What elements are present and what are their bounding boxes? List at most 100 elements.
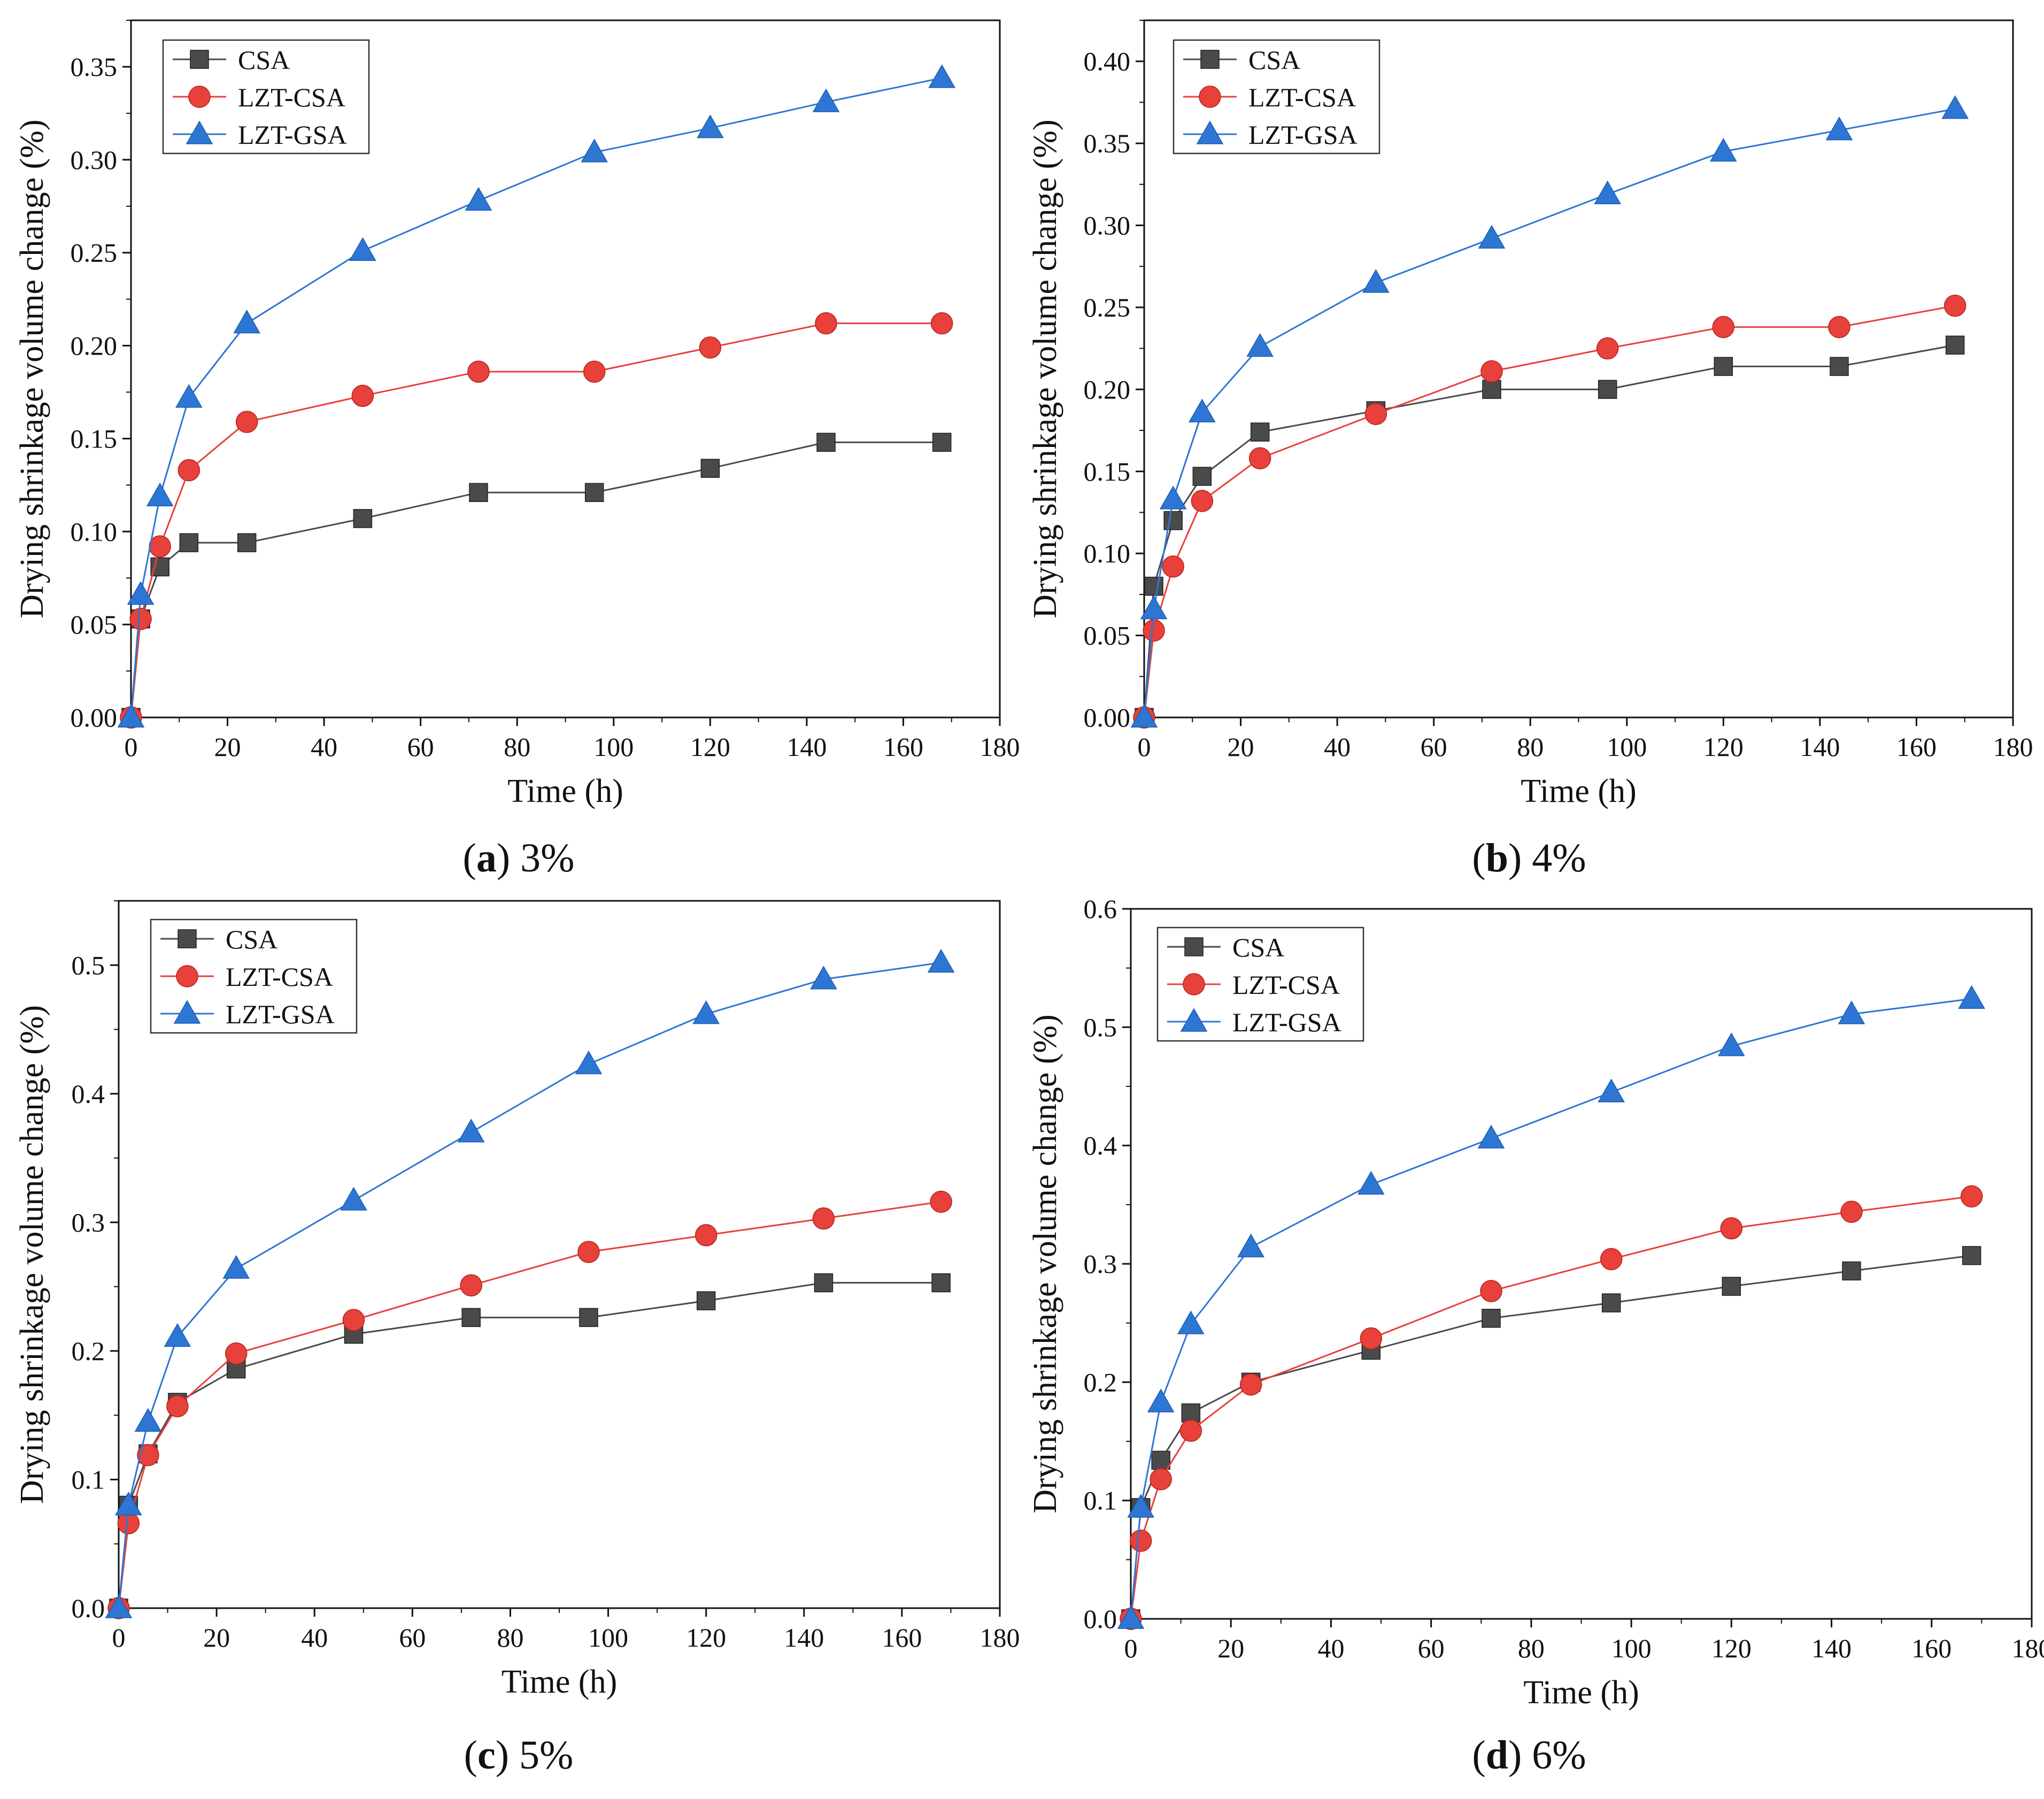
data-point-lzt-csa xyxy=(578,1241,599,1263)
x-tick-label: 80 xyxy=(497,1623,523,1653)
data-point-csa xyxy=(697,1292,715,1310)
data-point-lzt-gsa xyxy=(176,385,202,407)
y-tick-label: 0.2 xyxy=(72,1336,105,1366)
data-point-csa xyxy=(1483,380,1501,398)
legend-label: CSA xyxy=(226,924,277,954)
y-tick-label: 0.35 xyxy=(71,52,118,82)
data-point-lzt-csa xyxy=(1841,1201,1862,1223)
x-tick-label: 0 xyxy=(1124,1633,1138,1663)
series-line-csa xyxy=(131,442,942,717)
series-line-csa xyxy=(1144,345,1955,717)
data-point-lzt-csa xyxy=(1721,1218,1742,1239)
data-point-lzt-csa xyxy=(1150,1469,1171,1490)
y-tick-label: 0.3 xyxy=(72,1207,105,1237)
data-point-lzt-csa xyxy=(1191,490,1213,512)
data-point-csa xyxy=(1145,577,1163,596)
y-tick-label: 0.30 xyxy=(1084,211,1131,241)
data-point-lzt-csa xyxy=(696,1224,717,1246)
data-point-lzt-csa xyxy=(468,361,489,382)
data-point-lzt-gsa xyxy=(1599,1079,1624,1102)
data-point-csa xyxy=(814,1273,832,1292)
legend-marker xyxy=(176,966,198,987)
x-tick-label: 20 xyxy=(214,732,241,762)
x-tick-label: 40 xyxy=(311,732,337,762)
data-point-lzt-gsa xyxy=(1595,181,1621,204)
y-tick-label: 0.6 xyxy=(1084,894,1117,924)
x-tick-label: 120 xyxy=(686,1623,726,1653)
data-point-lzt-csa xyxy=(1162,556,1184,577)
series-lzt-csa xyxy=(108,1191,952,1619)
data-point-lzt-csa xyxy=(352,385,373,406)
data-point-csa xyxy=(1182,1404,1200,1422)
legend-label: LZT-CSA xyxy=(226,962,333,992)
legend-label: CSA xyxy=(1232,932,1284,962)
data-point-csa xyxy=(1830,357,1848,375)
y-axis-label: Drying shrinkage volume change (%) xyxy=(14,1005,50,1504)
series-line-lzt-csa xyxy=(1131,1196,1972,1619)
x-tick-label: 160 xyxy=(882,1623,922,1653)
panel-letter-a: a xyxy=(476,836,497,881)
panel-caption-c: (c) 5% xyxy=(358,1732,679,1779)
data-point-lzt-csa xyxy=(167,1395,188,1417)
data-point-csa xyxy=(1842,1262,1861,1280)
y-tick-label: 0.25 xyxy=(71,238,118,268)
data-point-lzt-gsa xyxy=(350,238,375,260)
data-point-lzt-gsa xyxy=(1479,226,1505,248)
legend-marker xyxy=(1183,974,1205,995)
data-point-csa xyxy=(1946,336,1964,354)
panel-letter-b: b xyxy=(1486,836,1508,881)
data-point-lzt-gsa xyxy=(341,1187,366,1210)
x-axis-label: Time (h) xyxy=(507,773,623,809)
series-line-lzt-csa xyxy=(131,323,942,717)
data-point-lzt-csa xyxy=(1130,1530,1152,1551)
legend-marker xyxy=(1199,86,1221,107)
legend-label: LZT-GSA xyxy=(226,999,335,1029)
series-line-csa xyxy=(119,1283,941,1608)
legend-label: LZT-CSA xyxy=(1248,82,1356,112)
series-csa xyxy=(110,1273,950,1617)
x-tick-label: 80 xyxy=(504,732,530,762)
y-axis-label: Drying shrinkage volume change (%) xyxy=(14,119,50,618)
y-tick-label: 0.10 xyxy=(71,516,118,546)
series-lzt-gsa xyxy=(118,65,955,727)
panel-letter-c: c xyxy=(477,1733,496,1778)
panel-caption-d: (d) 6% xyxy=(1369,1732,1690,1779)
x-tick-label: 120 xyxy=(690,732,730,762)
data-point-lzt-csa xyxy=(1601,1248,1622,1270)
data-point-lzt-gsa xyxy=(928,949,954,972)
data-point-lzt-csa xyxy=(930,1191,952,1213)
x-tick-label: 140 xyxy=(786,732,827,762)
data-point-lzt-gsa xyxy=(1363,270,1389,292)
data-point-csa xyxy=(1251,423,1269,441)
x-tick-label: 0 xyxy=(125,732,138,762)
series-csa xyxy=(1135,336,1964,727)
data-point-lzt-gsa xyxy=(223,1256,249,1278)
data-point-lzt-csa xyxy=(130,608,151,630)
x-tick-label: 100 xyxy=(1611,1633,1652,1663)
x-tick-label: 40 xyxy=(1317,1633,1344,1663)
x-tick-label: 160 xyxy=(883,732,923,762)
data-point-lzt-gsa xyxy=(693,1001,719,1024)
x-tick-label: 140 xyxy=(1811,1633,1852,1663)
data-point-csa xyxy=(469,483,488,501)
data-point-csa xyxy=(1152,1451,1170,1469)
data-point-lzt-csa xyxy=(1360,1327,1382,1349)
series-line-lzt-gsa xyxy=(1144,109,1955,717)
x-tick-label: 80 xyxy=(1518,1633,1545,1663)
y-tick-label: 0.05 xyxy=(71,609,118,639)
data-point-csa xyxy=(1193,467,1211,485)
series-csa xyxy=(1122,1247,1981,1628)
x-tick-label: 180 xyxy=(1993,732,2033,762)
y-tick-label: 0.3 xyxy=(1084,1249,1117,1279)
series-lzt-gsa xyxy=(1131,96,1968,727)
data-point-lzt-csa xyxy=(1961,1186,1983,1207)
data-point-lzt-csa xyxy=(236,411,258,433)
y-tick-label: 0.20 xyxy=(1084,374,1131,404)
data-point-csa xyxy=(1602,1294,1621,1312)
y-tick-label: 0.40 xyxy=(1084,47,1131,76)
data-point-lzt-gsa xyxy=(234,311,260,333)
y-tick-label: 0.5 xyxy=(1084,1012,1117,1042)
panel-value-a: 3% xyxy=(520,836,574,881)
